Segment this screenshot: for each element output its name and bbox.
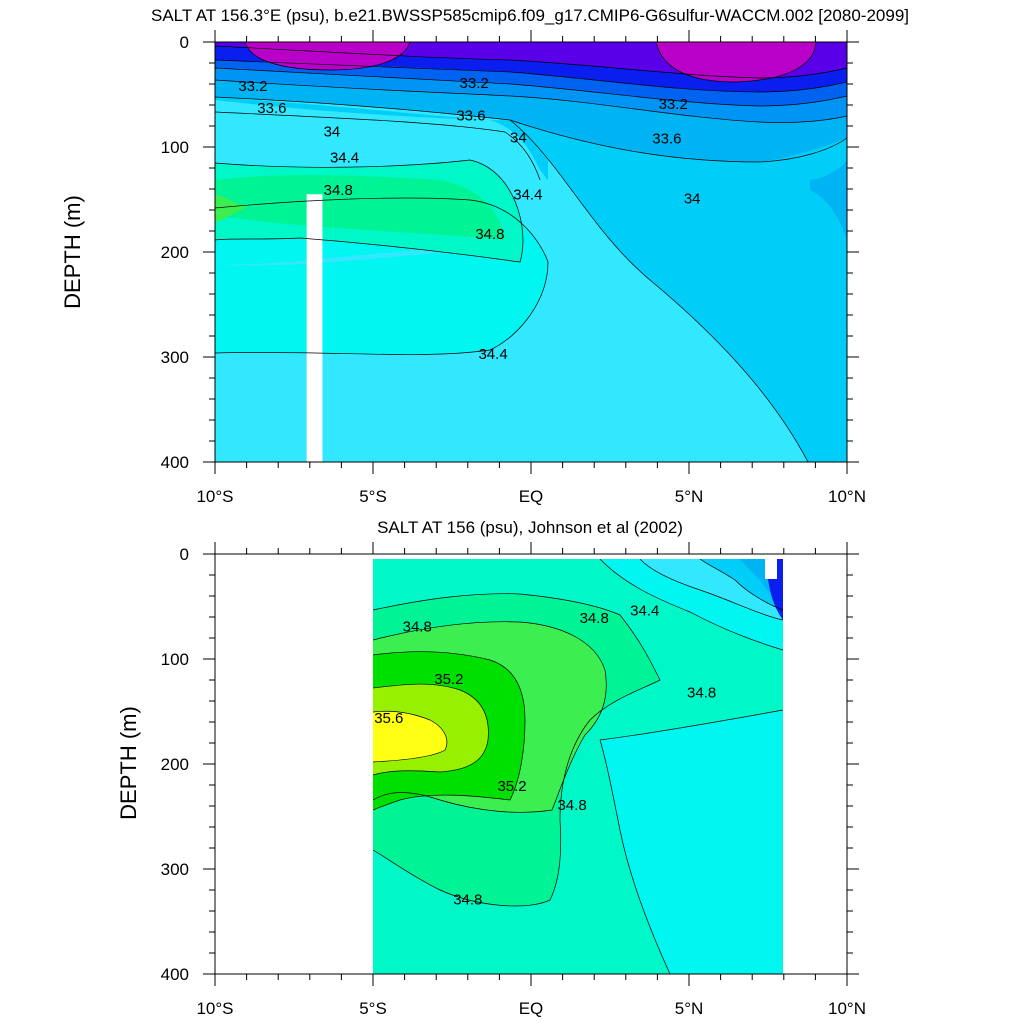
y-axis-label: DEPTH (m) (116, 706, 141, 820)
contour-label: 34.4 (478, 346, 507, 363)
y-tick-label: 200 (161, 755, 189, 774)
y-tick-label: 100 (161, 138, 189, 157)
contour-lines (373, 559, 783, 974)
contour-label: 34 (324, 123, 341, 140)
contour-line (599, 559, 783, 651)
contour-label: 34.8 (580, 610, 609, 627)
x-tick-label: 5°N (675, 999, 704, 1018)
contour-line (373, 651, 526, 811)
contour-line (215, 159, 524, 263)
x-tick-label: 5°S (359, 999, 387, 1018)
contour-line (599, 739, 671, 974)
contour-line (599, 709, 783, 741)
contour-band (215, 97, 548, 180)
contour-band (215, 68, 847, 123)
contour-band (810, 160, 847, 240)
contour-line (373, 593, 661, 907)
contour-label: 34.8 (687, 685, 716, 702)
contour-labels: 33.2 33.2 33.2 33.6 33.6 33.6 34 34 34 34.4 34.4 34… (238, 75, 700, 363)
contour-label: 34 (510, 130, 527, 147)
contour-label: 34.8 (324, 182, 353, 199)
contour-label: 34.4 (330, 150, 359, 167)
contour-label: 34.8 (453, 891, 482, 908)
contour-label: 35.2 (497, 778, 526, 795)
y-tick-label: 300 (161, 348, 189, 367)
contour-band (215, 175, 505, 240)
contour-line (215, 197, 549, 355)
y-tick-label: 100 (161, 650, 189, 669)
contour-label: 34.8 (475, 226, 504, 243)
contour-fills (215, 42, 847, 462)
contour-line (699, 559, 783, 611)
contour-label: 35.6 (374, 710, 403, 727)
x-tick-label: 10°S (196, 487, 233, 506)
contour-label: 33.2 (238, 78, 267, 95)
contour-line (215, 45, 847, 79)
chart-title: SALT AT 156.3°E (psu), b.e21.BWSSP585cmi… (151, 6, 909, 25)
contour-label: 33.6 (257, 100, 286, 117)
contour-label: 34.8 (557, 797, 586, 814)
contour-band (215, 60, 847, 106)
x-tick-label: 10°N (828, 487, 866, 506)
contour-line (373, 710, 448, 763)
x-tick-label: 10°N (828, 999, 866, 1018)
contour-label: 34.8 (403, 618, 432, 635)
contour-band (656, 42, 816, 82)
contour-label: 34.4 (630, 603, 659, 620)
contour-label: 33.2 (659, 96, 688, 113)
x-tick-label: 10°S (196, 999, 233, 1018)
contour-label: 34.4 (513, 186, 542, 203)
top-salinity-panel: SALT AT 156.3°E (psu), b.e21.BWSSP585cmi… (60, 6, 909, 506)
axes: 10°S 5°S EQ 5°N 10°N 0 100 200 300 400 (161, 30, 866, 506)
contour-band (600, 710, 783, 974)
contour-line (215, 67, 847, 107)
contour-label: 33.6 (456, 108, 485, 125)
contour-band (215, 80, 847, 162)
contour-label: 33.2 (460, 75, 489, 92)
x-tick-label: 5°S (359, 487, 387, 506)
contour-line (509, 119, 809, 462)
missing-data-column (306, 194, 323, 462)
contour-line (244, 42, 411, 71)
contour-band (215, 245, 548, 355)
chart-title: SALT AT 156 (psu), Johnson et al (2002) (377, 518, 683, 537)
contour-label: 33.6 (652, 131, 681, 148)
y-tick-label: 0 (180, 545, 189, 564)
contour-line (373, 621, 607, 813)
missing-data-notch (765, 559, 777, 579)
x-tick-label: EQ (519, 999, 544, 1018)
y-tick-label: 200 (161, 243, 189, 262)
x-tick-label: 5°N (675, 487, 704, 506)
y-axis-label: DEPTH (m) (60, 195, 85, 309)
contour-line (215, 111, 541, 181)
contour-line (373, 683, 489, 776)
x-tick-label: EQ (519, 487, 544, 506)
contour-lines (215, 42, 847, 462)
contour-line (215, 96, 847, 163)
y-tick-label: 300 (161, 860, 189, 879)
contour-label: 34 (684, 190, 701, 207)
contour-band (215, 195, 248, 222)
contour-band (373, 711, 447, 762)
axes: 10°S 5°S EQ 5°N 10°N 0 100 200 300 400 (161, 542, 866, 1018)
contour-band (215, 112, 540, 180)
contour-labels: 34.8 34.8 34.4 35.2 35.6 35.2 34.8 34.8 34.8 (374, 603, 716, 909)
y-tick-label: 0 (180, 33, 189, 52)
contour-line (655, 42, 817, 83)
bottom-salinity-panel: SALT AT 156 (psu), Johnson et al (2002) … (116, 518, 866, 1018)
contour-fills (373, 559, 783, 974)
contour-line (215, 79, 847, 123)
y-tick-label: 400 (161, 965, 189, 984)
contour-label: 35.2 (434, 671, 463, 688)
y-tick-label: 400 (161, 453, 189, 472)
contour-line (639, 559, 783, 621)
